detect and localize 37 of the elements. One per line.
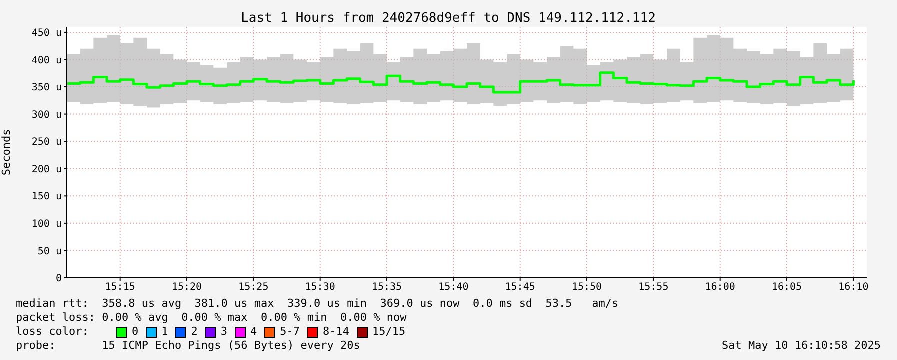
- text: Sat May 10 16:10:58 2025: [722, 339, 881, 353]
- x-tick-label: 15:15: [105, 282, 136, 294]
- text: 0: [131, 325, 139, 339]
- text: median rtt: 358.8 us avg 381.0 us max 339.0 us min 369.0 us now 0.0 ms sd 53.5 am/s: [16, 297, 619, 311]
- y-tick-label: 250 u: [32, 137, 62, 148]
- x-tick-label: 16:10: [838, 282, 869, 294]
- x-tick-label: 15:40: [438, 282, 469, 294]
- y-tick-label: 200 u: [32, 164, 62, 176]
- text: 3: [220, 325, 228, 339]
- chart-title: Last 1 Hours from 2402768d9eff to DNS 149.112.112.112: [240, 11, 657, 26]
- x-tick-label: 15:55: [638, 282, 669, 294]
- text: 1: [160, 325, 168, 339]
- text: 2: [190, 325, 198, 339]
- y-tick-label: 450 u: [32, 28, 62, 40]
- text: 8-14: [322, 325, 350, 339]
- text: probe: 15 ICMP Echo Pings (56 Bytes) every 20s: [16, 339, 362, 353]
- x-tick-label: 15:25: [238, 282, 269, 294]
- text: packet loss: 0.00 % avg 0.00 % max 0.00 % min 0.00 % now: [16, 311, 408, 325]
- y-tick-label: 100 u: [32, 218, 62, 230]
- x-tick-label: 15:20: [172, 282, 202, 294]
- y-tick-label: 350 u: [32, 82, 62, 94]
- x-tick-label: 16:00: [705, 282, 736, 294]
- y-tick-label: 0: [56, 274, 62, 285]
- text: 15/15: [372, 325, 406, 339]
- y-axis-title: Seconds: [0, 129, 13, 176]
- text: 4: [250, 325, 258, 339]
- y-tick-label: 400 u: [32, 55, 62, 66]
- text: loss color:: [16, 325, 90, 339]
- x-tick-label: 15:50: [572, 282, 602, 294]
- y-tick-label: 300 u: [32, 110, 62, 121]
- y-tick-label: 150 u: [32, 192, 62, 203]
- x-tick-label: 16:05: [772, 282, 802, 294]
- y-tick-label: 50 u: [38, 246, 62, 258]
- text: 5-7: [279, 325, 300, 339]
- x-tick-label: 15:30: [305, 282, 336, 294]
- x-tick-label: 15:35: [372, 282, 402, 294]
- x-tick-label: 15:45: [505, 282, 536, 294]
